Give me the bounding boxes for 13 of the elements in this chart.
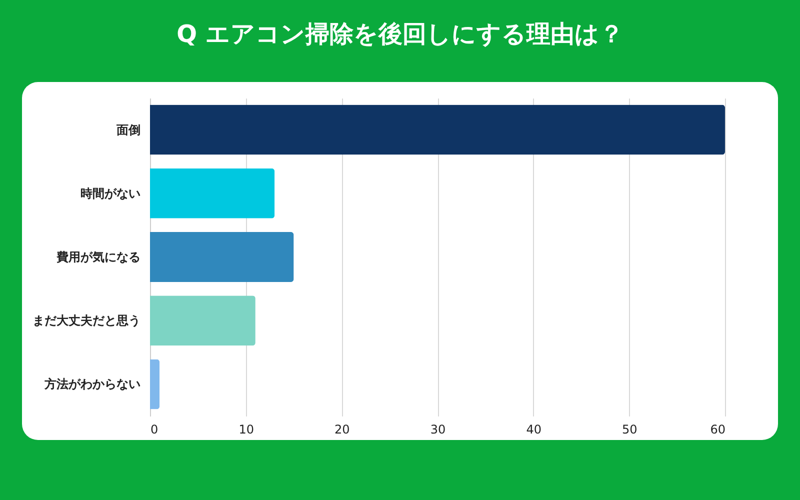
y-tick-label: 面倒 — [116, 122, 140, 137]
y-tick-label: 方法がわからない — [44, 377, 140, 392]
x-tick-label: 50 — [622, 422, 638, 436]
chart-title: Q エアコン掃除を後回しにする理由は？ — [176, 19, 624, 50]
y-tick-label: 費用が気になる — [56, 250, 140, 264]
x-tick-label: 20 — [334, 422, 350, 436]
x-tick-label: 60 — [710, 422, 726, 436]
y-tick-label: 時間がない — [80, 186, 140, 200]
x-tick-label: 30 — [430, 422, 446, 436]
x-tick-label: 0 — [150, 422, 158, 436]
x-tick-label: 40 — [526, 422, 542, 436]
x-tick-label: 10 — [238, 422, 254, 436]
y-tick-label: まだ大丈夫だと思う — [32, 314, 140, 328]
